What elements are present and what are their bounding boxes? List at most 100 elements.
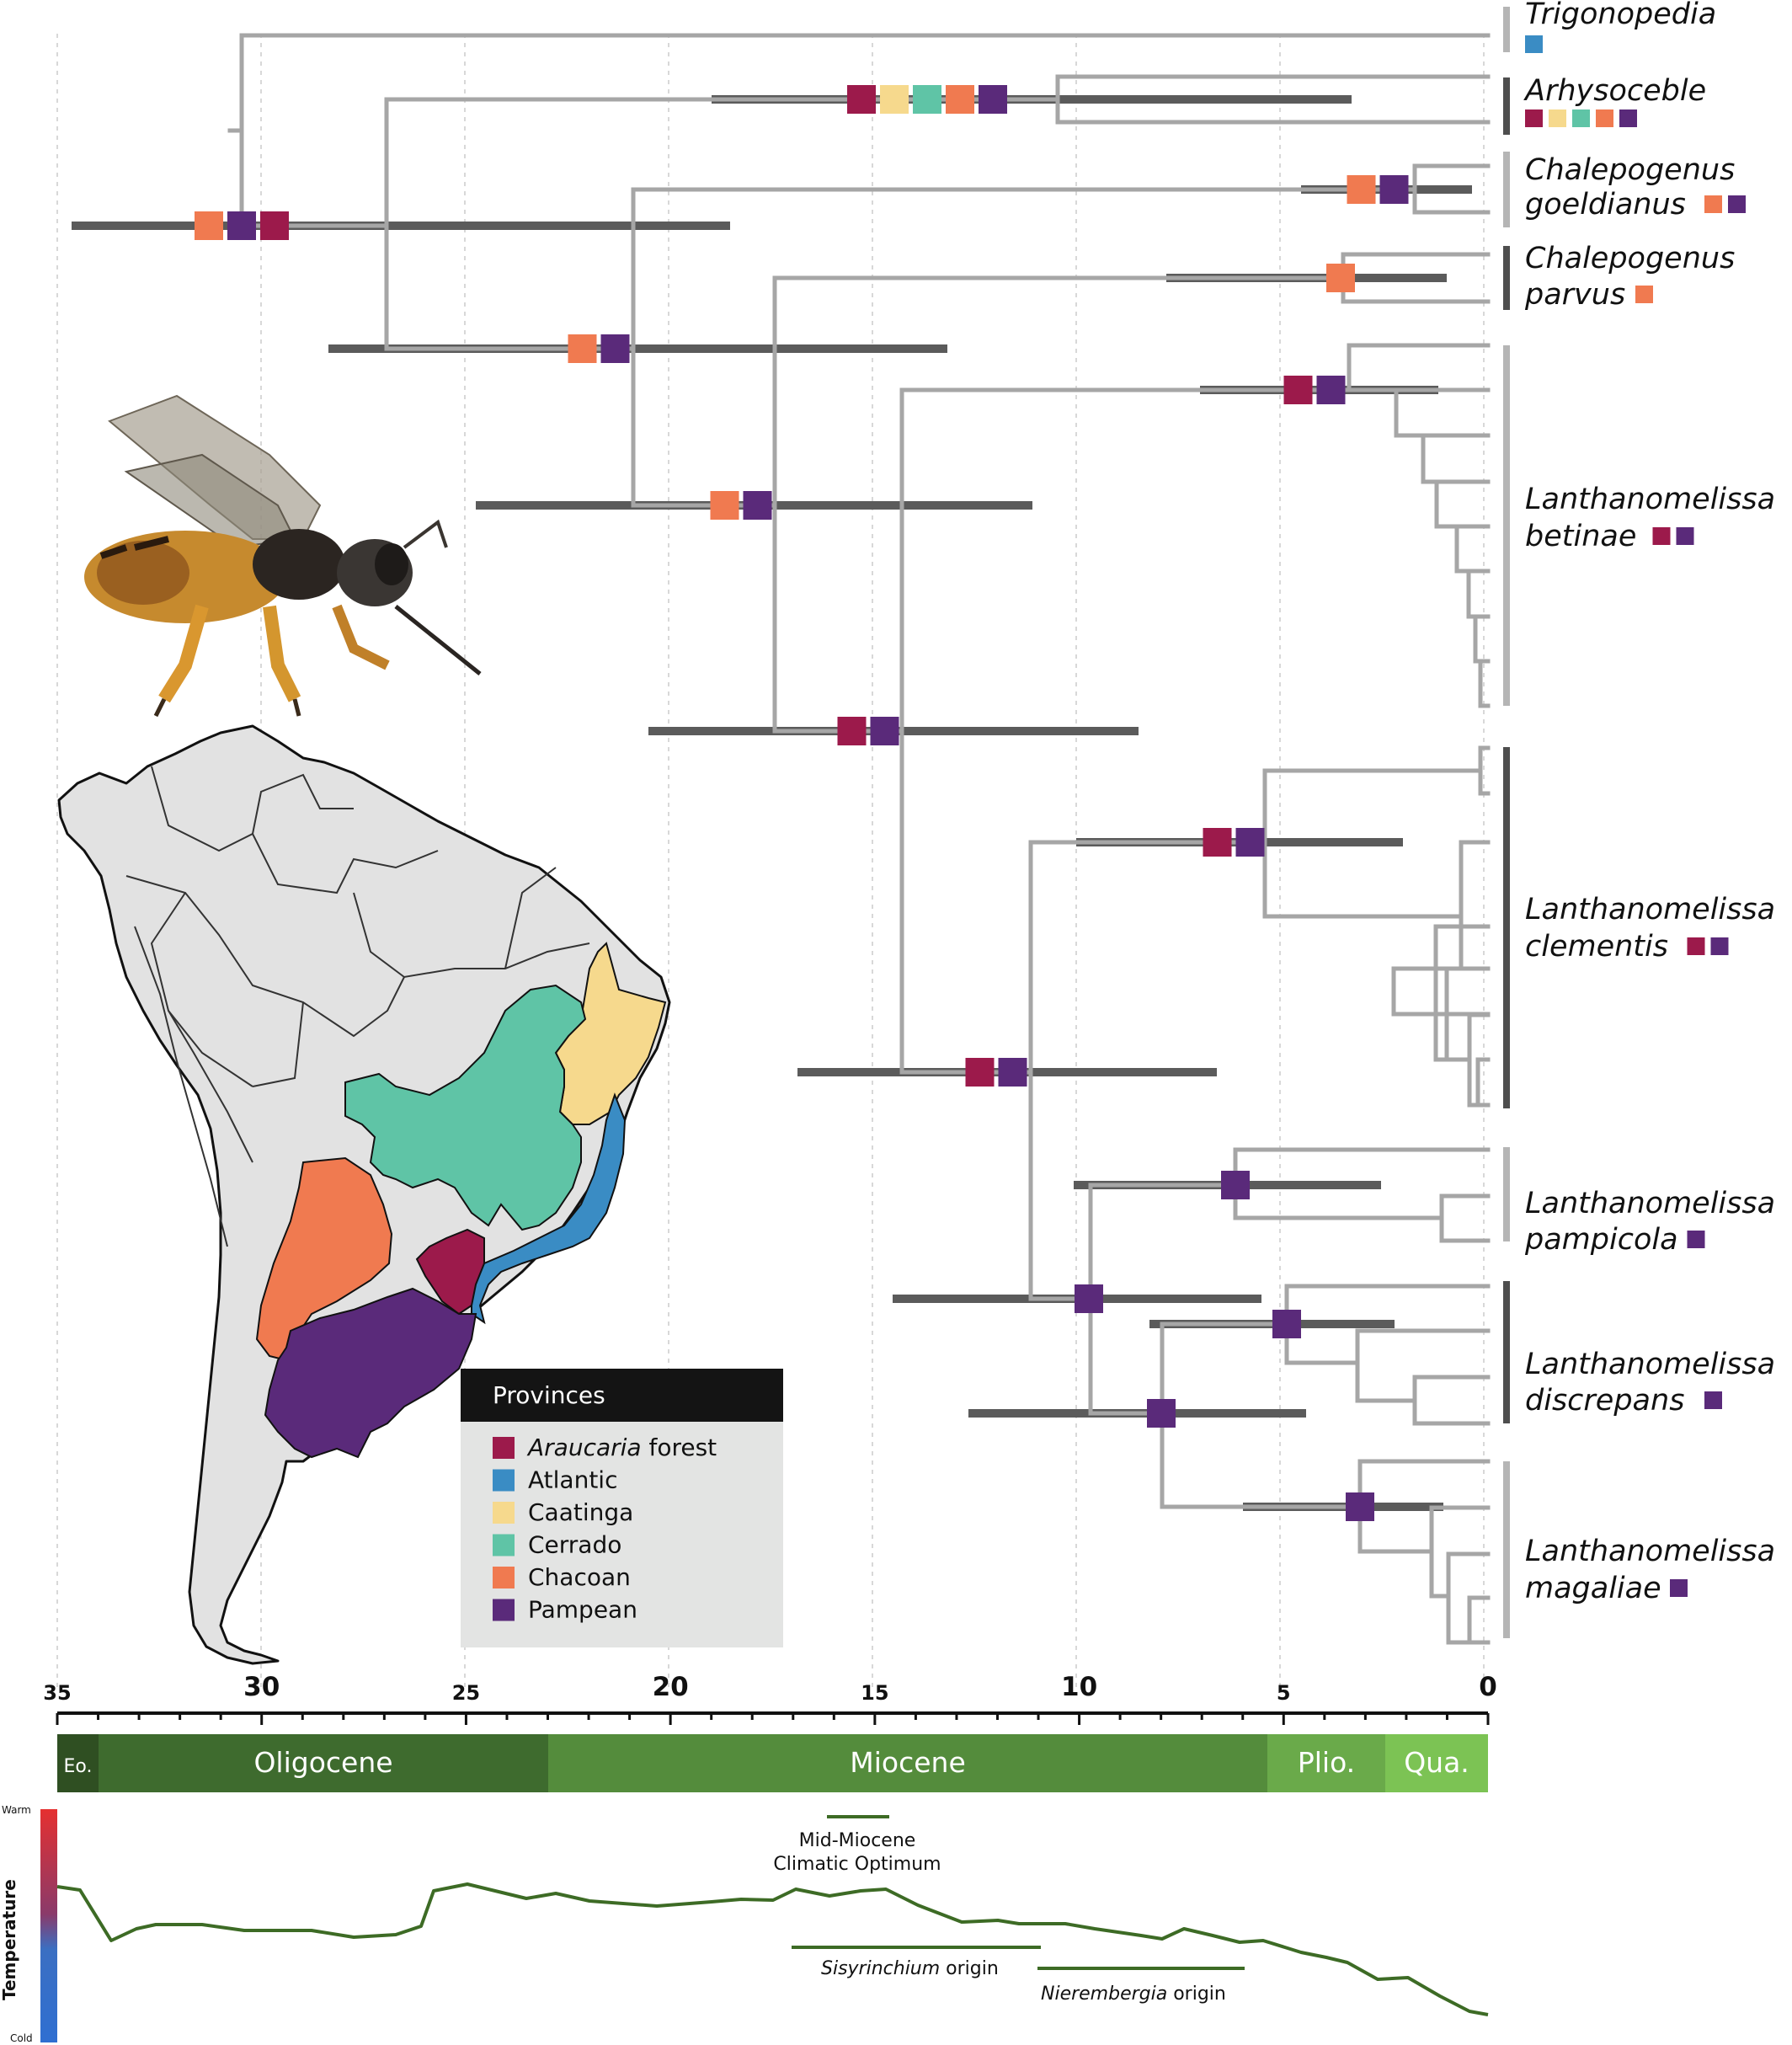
node-3-range-chacoan — [1326, 264, 1355, 292]
axis-labels: 35 30 25 20 15 10 5 0 — [43, 1672, 1496, 1705]
tip-genus-7: Lanthanomelissa — [1525, 1348, 1775, 1381]
legend-label-text: Atlantic — [528, 1466, 617, 1494]
mmco-label-line2: Climatic Optimum — [773, 1854, 941, 1875]
node-1-range-pampean — [979, 85, 1007, 114]
temperature-curve — [56, 1882, 1489, 2016]
legend-label-pampean: Pampean — [528, 1596, 637, 1624]
legend-label-atlantic: Atlantic — [528, 1466, 617, 1494]
legend-swatch-caatinga — [493, 1502, 515, 1524]
axis-label-15: 15 — [861, 1681, 888, 1705]
tip-6-area-pampean — [1687, 1231, 1705, 1248]
temperature-event-bars — [792, 1815, 1245, 1970]
bee-illustration — [84, 394, 482, 718]
node-12-range-pampean — [1272, 1310, 1301, 1338]
tip-species-8: magaliae — [1525, 1572, 1661, 1605]
node-2-range-chacoan — [1347, 175, 1376, 204]
tip-species-4: betinae — [1525, 520, 1636, 553]
tip-7-area-pampean — [1704, 1391, 1722, 1409]
legend-label-text: Caatinga — [528, 1498, 633, 1526]
tip-species-5: clementis — [1525, 930, 1668, 964]
tip-genus-3: Chalepogenus — [1525, 242, 1735, 275]
tip-genus-1: Arhysoceble — [1523, 74, 1706, 108]
tip-1-area-araucaria — [1525, 109, 1543, 127]
legend-label-text: Chacoan — [528, 1563, 631, 1591]
province-pampean — [264, 1287, 477, 1459]
province-araucaria — [415, 1228, 485, 1316]
node-10-range-pampean — [1221, 1171, 1250, 1199]
tip-genus-6: Lanthanomelissa — [1525, 1187, 1775, 1220]
legend-label-italic: Araucaria — [526, 1434, 642, 1461]
axis-label-5: 5 — [1277, 1681, 1291, 1705]
nierembergia-origin-label: Nierembergia origin — [1041, 1984, 1226, 2005]
tip-labels: TrigonopediaArhysocebleChalepogenusgoeld… — [1523, 0, 1775, 1605]
axis-label-35: 35 — [43, 1681, 71, 1705]
legend-header — [461, 1369, 783, 1422]
legend-label-araucaria: Araucaria forest — [526, 1434, 717, 1461]
node-7-range-pampean — [870, 717, 899, 745]
tip-1-area-pampean — [1619, 109, 1637, 127]
node-5-range-araucaria — [1283, 376, 1313, 404]
sisyrinchium-origin-label: Sisyrinchium origin — [821, 1958, 999, 1979]
legend-items: Araucaria forest Atlantic Caatinga Cerrado C… — [493, 1434, 717, 1624]
temperature-cold-label: Cold — [10, 2032, 33, 2044]
tip-genus-8: Lanthanomelissa — [1525, 1535, 1775, 1568]
provinces-legend: Provinces Araucaria forest Atlantic Caatin… — [461, 1369, 783, 1647]
legend-title: Provinces — [493, 1381, 605, 1409]
node-4-range-chacoan — [568, 334, 597, 363]
legend-label-cerrado: Cerrado — [528, 1531, 621, 1559]
tip-8-area-pampean — [1670, 1579, 1688, 1597]
epoch-4 — [1385, 1734, 1488, 1792]
node-8-range-araucaria — [1203, 828, 1232, 857]
tip-2-area-chacoan — [1704, 195, 1722, 213]
epoch-label-2: Miocene — [850, 1746, 966, 1779]
node-0-range-pampean — [227, 211, 256, 240]
epoch-label-1: Oligocene — [253, 1746, 392, 1779]
legend-swatch-chacoan — [493, 1567, 515, 1588]
tip-genus-4: Lanthanomelissa — [1525, 483, 1775, 516]
tip-species-2: goeldianus — [1525, 188, 1686, 222]
legend-swatch-araucaria — [493, 1437, 515, 1459]
legend-label-caatinga: Caatinga — [528, 1498, 633, 1526]
tip-1-area-cerrado — [1572, 109, 1590, 127]
node-4-range-pampean — [600, 334, 630, 363]
epoch-0 — [57, 1734, 99, 1792]
province-atlantic — [471, 1092, 627, 1325]
south-america-map — [57, 724, 671, 1665]
geologic-epoch-bar: Eo. Oligocene Miocene Plio. Qua. — [57, 1734, 1488, 1792]
tip-1-area-chacoan — [1596, 109, 1613, 127]
node-1-range-cerrado — [913, 85, 941, 114]
axis-label-20: 20 — [653, 1672, 689, 1702]
axis-ticks — [56, 1713, 1490, 1725]
phylogeny-tree — [72, 33, 1491, 1645]
node-11-range-pampean — [1075, 1284, 1103, 1313]
node-1-range-caatinga — [880, 85, 909, 114]
legend-label-text: forest — [642, 1434, 717, 1461]
tip-4-area-pampean — [1676, 527, 1694, 545]
node-5-range-pampean — [1316, 376, 1346, 404]
axis-label-0: 0 — [1479, 1672, 1497, 1702]
epoch-label-0: Eo. — [64, 1756, 93, 1777]
node-1-range-araucaria — [847, 85, 876, 114]
legend-swatch-atlantic — [493, 1469, 515, 1492]
tree-branches — [227, 33, 1491, 1645]
temperature-gradient-bar — [40, 1809, 57, 2042]
epoch-2 — [548, 1734, 1267, 1792]
tip-5-area-araucaria — [1687, 937, 1705, 955]
temperature-warm-label: Warm — [2, 1804, 31, 1816]
node-6-range-pampean — [743, 491, 772, 520]
temperature-panel: Warm Cold Temperature Mid-Miocene Climat… — [0, 1804, 1489, 2044]
legend-label-text: Pampean — [528, 1596, 637, 1624]
node-14-range-pampean — [1346, 1492, 1374, 1521]
tip-2-area-pampean — [1728, 195, 1746, 213]
nierembergia-suffix: origin — [1167, 1984, 1226, 2005]
node-8-range-pampean — [1235, 828, 1265, 857]
tip-0-area-atlantic — [1525, 35, 1543, 53]
node-9-range-pampean — [998, 1058, 1027, 1087]
sisyrinchium-italic: Sisyrinchium — [821, 1958, 940, 1979]
epoch-3 — [1267, 1734, 1385, 1792]
tip-4-area-araucaria — [1652, 527, 1671, 545]
tip-3-area-chacoan — [1635, 286, 1653, 303]
tip-species-7: discrepans — [1525, 1384, 1684, 1418]
time-axis: 35 30 25 20 15 10 5 0 — [43, 1672, 1497, 1725]
province-cerrado — [344, 984, 587, 1231]
